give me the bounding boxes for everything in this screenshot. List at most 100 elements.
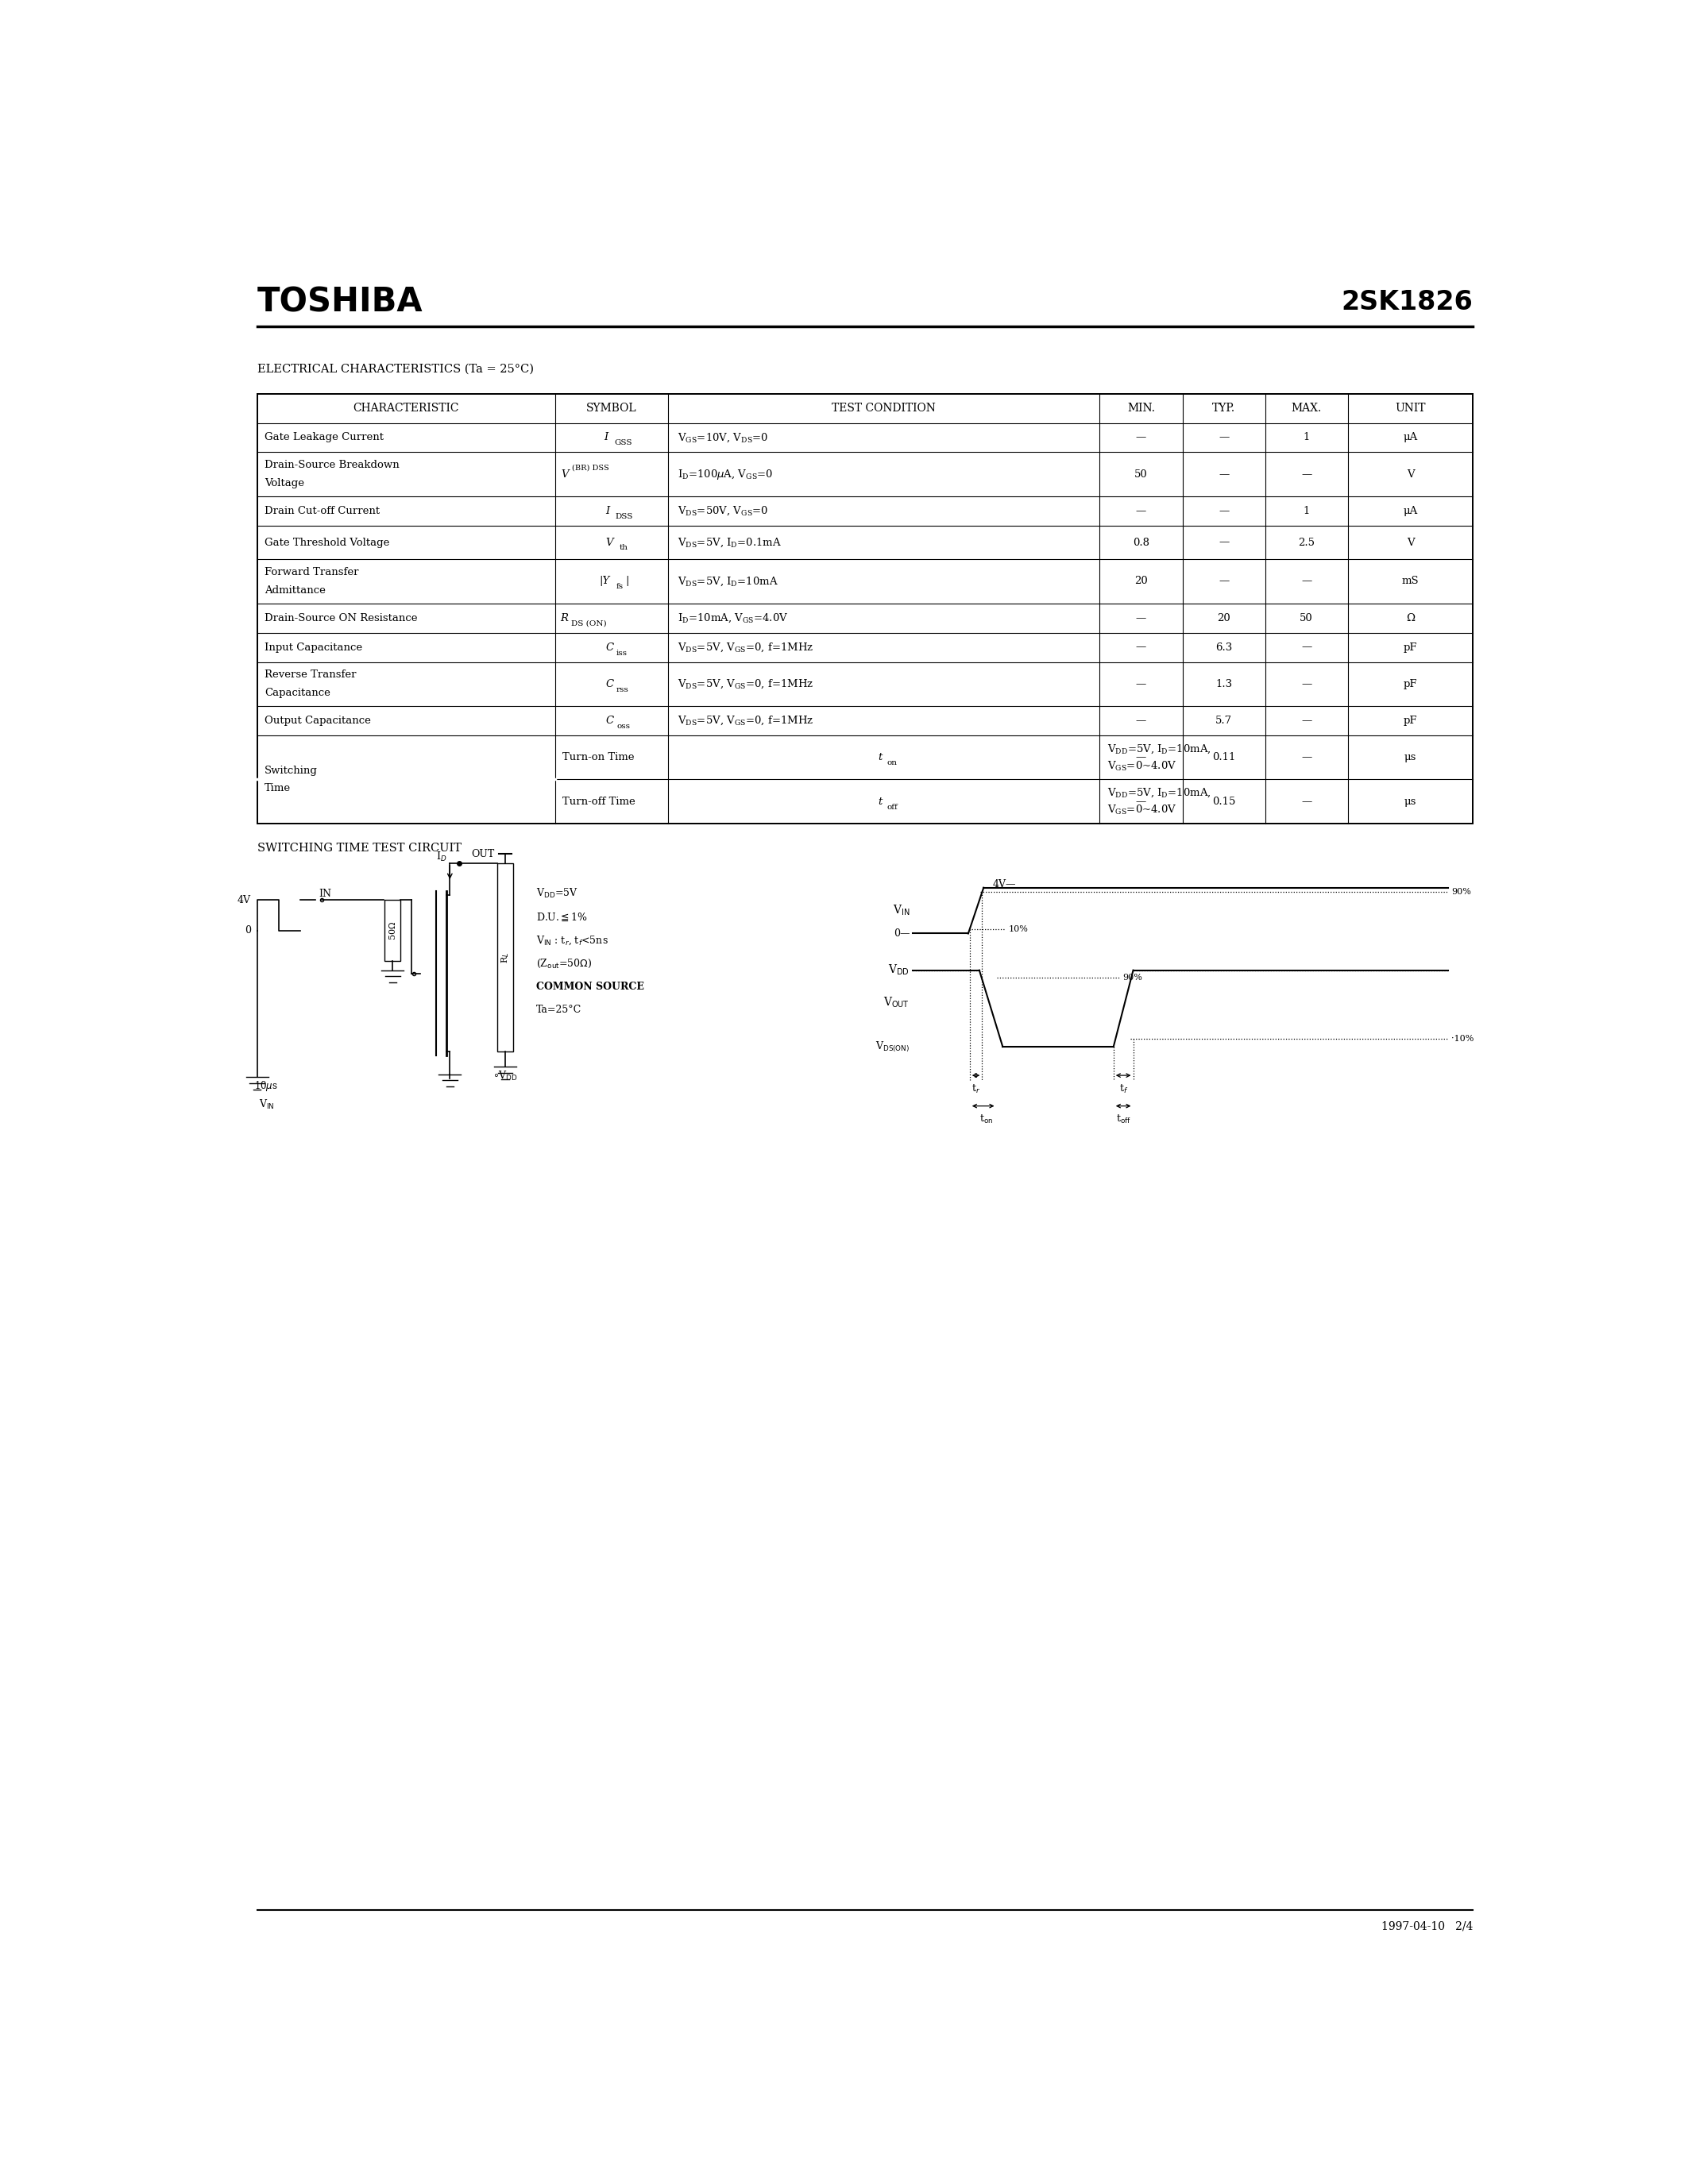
Text: —: —: [1219, 470, 1229, 480]
Text: —: —: [1136, 797, 1146, 806]
Text: C: C: [606, 642, 613, 653]
Text: V: V: [1406, 537, 1415, 548]
Text: 50: 50: [1300, 614, 1313, 622]
Text: Ta=25°C: Ta=25°C: [537, 1005, 582, 1016]
Text: —: —: [1136, 642, 1146, 653]
Text: I$_D$: I$_D$: [436, 852, 447, 863]
Text: t$_f$: t$_f$: [1119, 1083, 1128, 1094]
Text: Ω: Ω: [1406, 614, 1415, 622]
Text: 1: 1: [1303, 432, 1310, 443]
Text: μA: μA: [1403, 432, 1418, 443]
Text: $\mathregular{V_{DD}}$=5V, $\mathregular{I_D}$=10mA,: $\mathregular{V_{DD}}$=5V, $\mathregular…: [1107, 786, 1210, 799]
Text: μA: μA: [1403, 507, 1418, 515]
Text: —: —: [1136, 507, 1146, 515]
Text: th: th: [619, 544, 628, 553]
Text: —: —: [1301, 716, 1312, 725]
Text: GSS: GSS: [614, 439, 631, 448]
Text: D.U.$\leqq$1%: D.U.$\leqq$1%: [537, 911, 587, 922]
Text: t: t: [878, 797, 883, 806]
Text: rss: rss: [616, 686, 630, 692]
Text: $\mathregular{V_{DD}}$=5V, $\mathregular{I_D}$=10mA,: $\mathregular{V_{DD}}$=5V, $\mathregular…: [1107, 743, 1210, 756]
Text: 4V: 4V: [238, 895, 252, 904]
Text: Drain Cut-off Current: Drain Cut-off Current: [265, 507, 380, 515]
Text: V: V: [560, 470, 569, 480]
Text: —: —: [1219, 537, 1229, 548]
Text: Time: Time: [265, 782, 290, 793]
Text: Reverse Transfer: Reverse Transfer: [265, 670, 356, 679]
Text: mS: mS: [1401, 577, 1420, 587]
Text: Gate Threshold Voltage: Gate Threshold Voltage: [265, 537, 390, 548]
Text: C: C: [606, 679, 613, 690]
Text: fs: fs: [616, 583, 623, 590]
Text: μs: μs: [1404, 797, 1416, 806]
Text: oss: oss: [616, 723, 630, 729]
Text: —: —: [1219, 577, 1229, 587]
Text: R$_L$: R$_L$: [500, 952, 511, 963]
Text: Input Capacitance: Input Capacitance: [265, 642, 363, 653]
Text: 20: 20: [1217, 614, 1231, 622]
Text: CHARACTERISTIC: CHARACTERISTIC: [353, 402, 459, 413]
Text: 2.5: 2.5: [1298, 537, 1315, 548]
Text: —: —: [1136, 614, 1146, 622]
Text: 6.3: 6.3: [1215, 642, 1232, 653]
Text: 4V—: 4V—: [993, 880, 1016, 889]
Text: Capacitance: Capacitance: [265, 688, 331, 699]
Text: $\mathregular{V_{DS}}$=5V, $\mathregular{V_{GS}}$=0, f=1MHz: $\mathregular{V_{DS}}$=5V, $\mathregular…: [677, 642, 814, 653]
Bar: [498, 863, 513, 1051]
Text: V$_{\rm DS(ON)}$: V$_{\rm DS(ON)}$: [876, 1040, 910, 1053]
Text: —: —: [1136, 432, 1146, 443]
Text: V$_{\rm OUT}$: V$_{\rm OUT}$: [883, 996, 910, 1009]
Text: COMMON SOURCE: COMMON SOURCE: [537, 981, 645, 992]
Text: (BR) DSS: (BR) DSS: [572, 465, 609, 472]
Text: 1997-04-10   2/4: 1997-04-10 2/4: [1381, 1922, 1474, 1933]
Text: V$_{\rm IN}$: V$_{\rm IN}$: [258, 1099, 273, 1112]
Text: t$_{\rm off}$: t$_{\rm off}$: [1116, 1114, 1131, 1125]
Text: off: off: [886, 804, 898, 810]
Text: 1.3: 1.3: [1215, 679, 1232, 690]
Text: UNIT: UNIT: [1394, 402, 1426, 413]
Text: $\mathregular{V_{DS}}$=5V, $\mathregular{I_D}$=0.1mA: $\mathregular{V_{DS}}$=5V, $\mathregular…: [677, 537, 782, 548]
Text: IN: IN: [319, 889, 331, 900]
Text: $\mathregular{V_{DS}}$=5V, $\mathregular{V_{GS}}$=0, f=1MHz: $\mathregular{V_{DS}}$=5V, $\mathregular…: [677, 714, 814, 727]
Text: SWITCHING TIME TEST CIRCUIT: SWITCHING TIME TEST CIRCUIT: [257, 843, 461, 854]
Text: $\mathregular{V_{GS}}$=0~4.0V: $\mathregular{V_{GS}}$=0~4.0V: [1107, 804, 1177, 817]
Text: V: V: [1406, 470, 1415, 480]
Text: 0.8: 0.8: [1133, 537, 1150, 548]
Text: pF: pF: [1403, 679, 1418, 690]
Text: t$_r$: t$_r$: [972, 1083, 981, 1094]
Text: Turn-on Time: Turn-on Time: [562, 751, 635, 762]
Text: SYMBOL: SYMBOL: [586, 402, 636, 413]
Text: —: —: [1219, 507, 1229, 515]
Text: 0—: 0—: [893, 928, 910, 939]
Text: Gate Leakage Current: Gate Leakage Current: [265, 432, 383, 443]
Text: Admittance: Admittance: [265, 585, 326, 596]
Text: Output Capacitance: Output Capacitance: [265, 716, 371, 725]
Text: DSS: DSS: [616, 513, 633, 520]
Text: MAX.: MAX.: [1291, 402, 1322, 413]
Text: $\mathregular{V_{DS}}$=5V, $\mathregular{I_D}$=10mA: $\mathregular{V_{DS}}$=5V, $\mathregular…: [677, 574, 778, 587]
Text: V$_{\rm IN}$: V$_{\rm IN}$: [893, 904, 910, 917]
Text: $\mathregular{V_{DS}}$=5V, $\mathregular{V_{GS}}$=0, f=1MHz: $\mathregular{V_{DS}}$=5V, $\mathregular…: [677, 677, 814, 690]
Text: Forward Transfer: Forward Transfer: [265, 568, 358, 577]
Text: 90%: 90%: [1123, 974, 1143, 983]
Text: OUT: OUT: [471, 850, 495, 858]
Text: —: —: [1301, 797, 1312, 806]
Text: $\mathregular{I_D}$=100$\mu$A, $\mathregular{V_{GS}}$=0: $\mathregular{I_D}$=100$\mu$A, $\mathreg…: [677, 467, 773, 480]
Text: 2SK1826: 2SK1826: [1342, 288, 1474, 314]
Text: $\circ$V$_{\rm DD}$: $\circ$V$_{\rm DD}$: [493, 1070, 518, 1083]
Text: 50$\Omega$: 50$\Omega$: [388, 922, 397, 939]
Text: on: on: [886, 760, 898, 767]
Text: Voltage: Voltage: [265, 478, 304, 489]
Text: V$_{\rm DD}$: V$_{\rm DD}$: [888, 963, 910, 976]
Text: —: —: [1301, 642, 1312, 653]
Text: $\mathregular{I_D}$=10mA, $\mathregular{V_{GS}}$=4.0V: $\mathregular{I_D}$=10mA, $\mathregular{…: [677, 612, 788, 625]
Text: C: C: [606, 716, 613, 725]
Text: 10$\mu$s: 10$\mu$s: [255, 1079, 279, 1094]
Text: t: t: [878, 751, 883, 762]
Text: |Y: |Y: [599, 577, 609, 587]
Text: $\mathregular{V_{DS}}$=50V, $\mathregular{V_{GS}}$=0: $\mathregular{V_{DS}}$=50V, $\mathregula…: [677, 505, 768, 518]
Text: ELECTRICAL CHARACTERISTICS (Ta = 25°C): ELECTRICAL CHARACTERISTICS (Ta = 25°C): [257, 363, 533, 376]
Text: 0: 0: [245, 926, 252, 935]
Text: V$_{\rm DD}$=5V: V$_{\rm DD}$=5V: [537, 887, 577, 900]
Text: Turn-off Time: Turn-off Time: [562, 797, 635, 806]
